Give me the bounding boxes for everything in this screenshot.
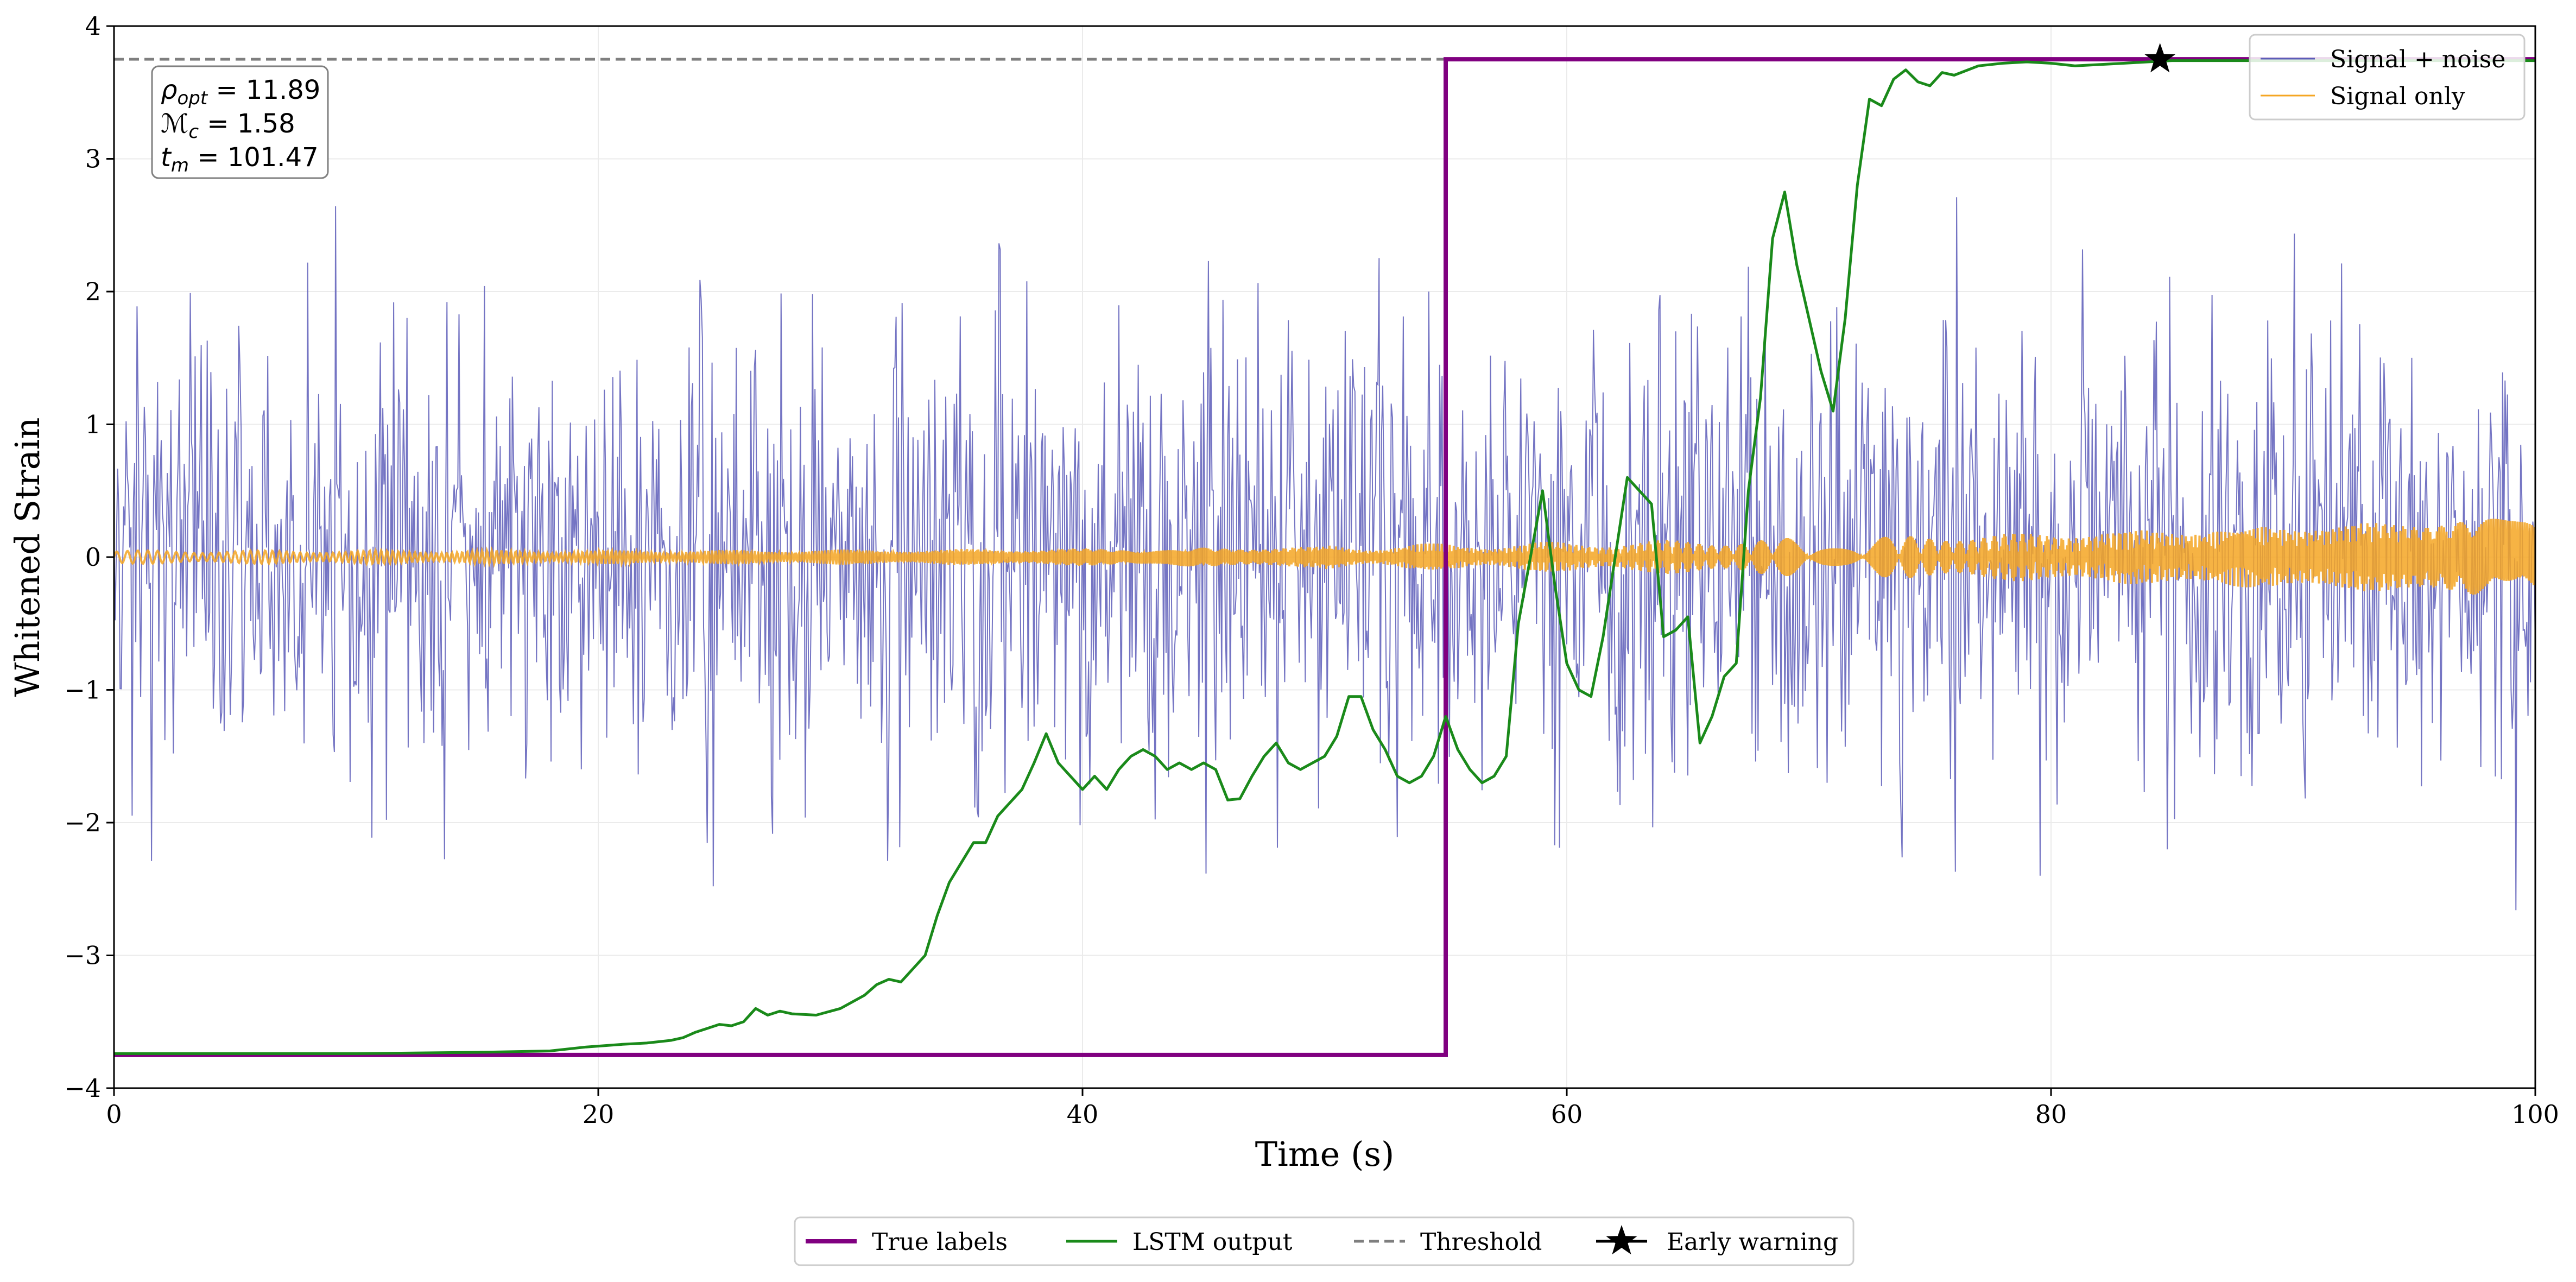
legend-inset: Signal + noise Signal only — [2249, 34, 2526, 121]
param-box — [151, 65, 329, 179]
legend-noise-label: Signal + noise — [2330, 46, 2505, 73]
legend-star-icon — [1606, 1225, 1637, 1255]
lstm-line — [114, 59, 2535, 1055]
legend-bottom: True labels LSTM output Threshold Early … — [794, 1216, 1855, 1266]
y-axis: −4 −3 −2 −1 0 1 2 3 4 — [64, 11, 114, 1103]
y-tick-label: −3 — [64, 941, 101, 970]
legend-early-warning-label: Early warning — [1667, 1228, 1838, 1256]
y-tick-label: −2 — [64, 808, 101, 837]
x-tick-label: 60 — [1551, 1100, 1583, 1129]
lstm-series — [114, 59, 2535, 1055]
y-tick-label: 2 — [85, 277, 101, 306]
param-tm: tm = 101.47 — [161, 142, 319, 176]
y-tick-label: 1 — [85, 410, 101, 439]
x-tick-label: 80 — [2035, 1100, 2067, 1129]
legend-signal-label: Signal only — [2330, 83, 2465, 110]
x-tick-label: 20 — [583, 1100, 615, 1129]
y-tick-label: −4 — [64, 1073, 101, 1103]
signal-series — [114, 519, 2535, 595]
y-axis-title: Whitened Strain — [8, 418, 47, 697]
signal-line — [114, 519, 2535, 595]
true-labels-series — [114, 57, 2535, 1057]
x-tick-label: 100 — [2511, 1100, 2559, 1129]
param-mc: ℳc = 1.58 — [161, 109, 295, 143]
x-axis: 0 20 40 60 80 100 — [106, 1088, 2559, 1129]
legend-true-labels-label: True labels — [872, 1228, 1008, 1256]
legend-threshold-label: Threshold — [1420, 1228, 1542, 1256]
true-labels-line — [114, 57, 2535, 1057]
legend-lstm-label: LSTM output — [1132, 1228, 1293, 1256]
y-tick-label: 0 — [85, 542, 101, 572]
legend-inset-box — [2249, 34, 2526, 121]
param-annotation: ρopt = 11.89 ℳc = 1.58 tm = 101.47 — [151, 65, 329, 179]
y-tick-label: 4 — [85, 11, 101, 41]
y-tick-label: 3 — [85, 144, 101, 174]
x-tick-label: 40 — [1067, 1100, 1099, 1129]
y-tick-label: −1 — [64, 675, 101, 705]
x-axis-title: Time (s) — [1255, 1134, 1395, 1174]
x-tick-label: 0 — [106, 1100, 122, 1129]
param-rho: ρopt = 11.89 — [161, 75, 320, 109]
legend-bottom-box — [794, 1216, 1855, 1266]
early-warning-series — [2144, 43, 2176, 73]
early-warning-marker — [2144, 43, 2176, 73]
